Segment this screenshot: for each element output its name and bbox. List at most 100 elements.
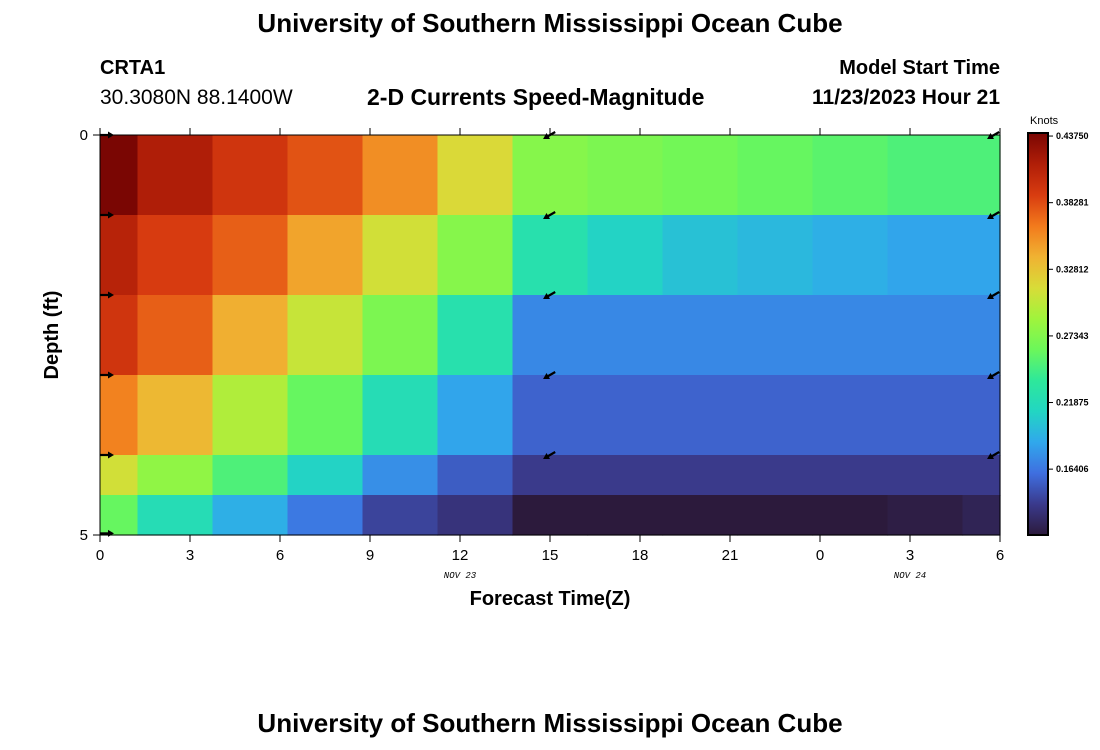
heatmap-cell bbox=[362, 215, 439, 296]
heatmap-cell bbox=[587, 495, 664, 536]
heatmap-cell bbox=[212, 135, 289, 216]
x-tick-label: 3 bbox=[186, 547, 194, 564]
heatmap-cell bbox=[812, 375, 889, 456]
model-start-value: 11/23/2023 Hour 21 bbox=[812, 86, 1000, 109]
heatmap-cell bbox=[662, 135, 739, 216]
colorbar: Knots 0.43750 0.38281 0.32812 0.27343 0.21875… bbox=[1027, 115, 1089, 536]
current-vector-east bbox=[100, 291, 114, 299]
heatmap-cell bbox=[212, 375, 289, 456]
heatmap-cell bbox=[737, 215, 814, 296]
heatmap-cell bbox=[812, 495, 889, 536]
heatmap-cell bbox=[587, 375, 664, 456]
heatmap-cell bbox=[737, 455, 814, 496]
x-tick-label: 18 bbox=[632, 547, 649, 564]
x-tick-label: 9 bbox=[366, 547, 374, 564]
heatmap-cell bbox=[737, 295, 814, 376]
heatmap-cell bbox=[587, 295, 664, 376]
current-vector-southwest bbox=[987, 451, 1000, 460]
heatmap-cell bbox=[100, 375, 139, 456]
heatmap-cell bbox=[887, 295, 964, 376]
colorbar-unit: Knots bbox=[1030, 115, 1059, 127]
heatmap-cell bbox=[137, 295, 214, 376]
heatmap-cell bbox=[362, 375, 439, 456]
heatmap-cell bbox=[437, 135, 514, 216]
y-axis-title: Depth (ft) bbox=[41, 291, 63, 380]
heatmap-cell bbox=[812, 295, 889, 376]
heatmap-cell bbox=[100, 495, 139, 536]
heatmap-cell bbox=[437, 215, 514, 296]
current-vector-east bbox=[100, 211, 114, 219]
heatmap-cell bbox=[737, 135, 814, 216]
heatmap-cell bbox=[362, 295, 439, 376]
station-id: CRTA1 bbox=[100, 57, 166, 79]
y-tick-label: 5 bbox=[80, 527, 88, 544]
page-title: University of Southern Mississippi Ocean… bbox=[257, 8, 843, 38]
heatmap-cell bbox=[362, 135, 439, 216]
heatmap-cell bbox=[887, 135, 964, 216]
station-coordinates: 30.3080N 88.1400W bbox=[100, 86, 293, 109]
heatmap-cell bbox=[362, 495, 439, 536]
x-tick-label: 3 bbox=[906, 547, 914, 564]
current-vector-east bbox=[100, 371, 114, 379]
heatmap-cell bbox=[137, 215, 214, 296]
heatmap-cell bbox=[812, 215, 889, 296]
heatmap-cell bbox=[887, 375, 964, 456]
heatmap-cell bbox=[662, 295, 739, 376]
colorbar-label: 0.27343 bbox=[1056, 331, 1089, 341]
date-label: NOV 24 bbox=[894, 571, 926, 581]
heatmap-cell bbox=[212, 215, 289, 296]
heatmap-cell bbox=[287, 455, 364, 496]
heatmap-cell bbox=[737, 495, 814, 536]
heatmap-cell bbox=[662, 495, 739, 536]
heatmap-cell bbox=[512, 135, 589, 216]
footer-title: University of Southern Mississippi Ocean… bbox=[257, 708, 843, 738]
heatmap-cell bbox=[287, 135, 364, 216]
colorbar-label: 0.21875 bbox=[1056, 398, 1089, 408]
y-tick-label: 0 bbox=[80, 127, 88, 144]
x-tick-label: 6 bbox=[996, 547, 1004, 564]
heatmap-cell bbox=[437, 375, 514, 456]
heatmap-cell bbox=[287, 215, 364, 296]
x-axis-title: Forecast Time(Z) bbox=[470, 588, 631, 610]
current-vector-east bbox=[100, 451, 114, 459]
heatmap-cell bbox=[512, 375, 589, 456]
heatmap-cells bbox=[100, 135, 1001, 536]
heatmap-cell bbox=[137, 135, 214, 216]
heatmap-cell bbox=[962, 135, 1001, 216]
heatmap-cell bbox=[887, 215, 964, 296]
x-tick-label: 6 bbox=[276, 547, 284, 564]
heatmap-cell bbox=[662, 215, 739, 296]
heatmap-cell bbox=[512, 295, 589, 376]
x-tick-label: 12 bbox=[452, 547, 469, 564]
heatmap-cell bbox=[812, 455, 889, 496]
heatmap-cell bbox=[362, 455, 439, 496]
heatmap-cell bbox=[137, 375, 214, 456]
x-tick-label: 0 bbox=[816, 547, 824, 564]
chart-subtitle: 2-D Currents Speed-Magnitude bbox=[367, 84, 705, 110]
current-vector-southwest bbox=[543, 451, 556, 460]
model-start-label: Model Start Time bbox=[839, 57, 1000, 79]
heatmap-cell bbox=[662, 455, 739, 496]
heatmap-cell bbox=[587, 455, 664, 496]
heatmap-cell bbox=[512, 495, 589, 536]
heatmap-cell bbox=[287, 495, 364, 536]
heatmap-cell bbox=[812, 135, 889, 216]
heatmap-cell bbox=[737, 375, 814, 456]
heatmap-cell bbox=[287, 295, 364, 376]
heatmap-cell bbox=[137, 495, 214, 536]
heatmap-cell bbox=[212, 495, 289, 536]
heatmap-cell bbox=[100, 215, 139, 296]
current-vector-southwest bbox=[987, 371, 1000, 380]
colorbar-label: 0.38281 bbox=[1056, 198, 1089, 208]
heatmap-cell bbox=[137, 455, 214, 496]
heatmap-cell bbox=[212, 455, 289, 496]
heatmap-cell bbox=[587, 215, 664, 296]
x-tick-label: 15 bbox=[542, 547, 559, 564]
heatmap-cell bbox=[887, 455, 964, 496]
current-vector-southwest bbox=[543, 211, 556, 220]
current-vector-southwest bbox=[543, 291, 556, 300]
heatmap-cell bbox=[962, 215, 1001, 296]
current-vector-southwest bbox=[987, 211, 1000, 220]
date-label: NOV 23 bbox=[444, 571, 477, 581]
